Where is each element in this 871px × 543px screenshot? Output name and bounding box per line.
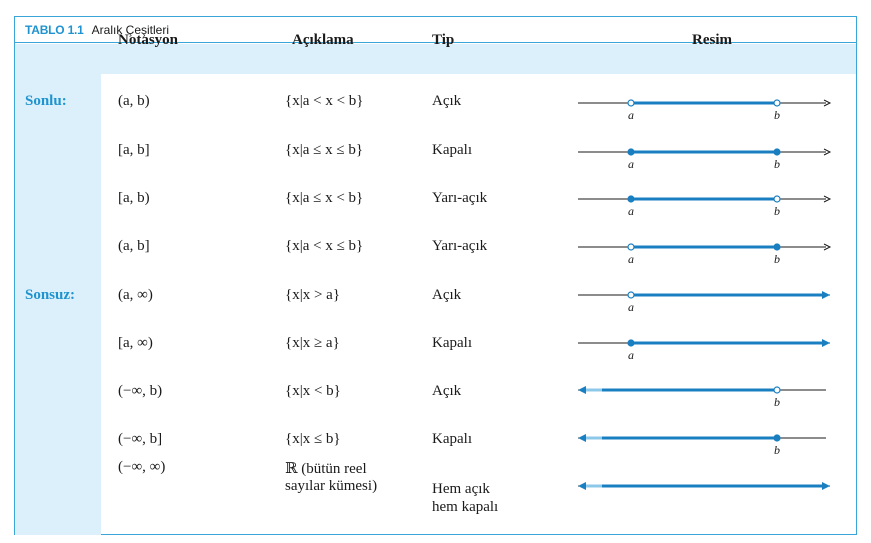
type-cell: Kapalı [432,142,472,158]
left-endpoint-label: a [628,348,634,362]
left-endpoint [627,99,635,107]
notation-cell: (−∞, b) [118,383,163,399]
right-endpoint [773,148,781,156]
left-endpoint [627,243,635,251]
left-endpoint [627,291,635,299]
description-cell: {x|x < b} [285,383,341,399]
left-infinity-arrow [578,434,586,442]
table-tag: TABLO 1.1 [25,23,84,37]
right-endpoint-label: b [774,108,780,122]
axis-arrow [823,99,832,107]
axis-arrow [823,195,832,203]
notation-cell: [a, b) [118,190,150,206]
type-cell: Yarı-açık [432,190,488,206]
description-cell: {x|x > a} [285,287,341,303]
type-cell: Kapalı [432,431,472,447]
description-cell: {x|a ≤ x ≤ b} [285,142,364,158]
axis-arrow [823,243,832,251]
right-endpoint-label: b [774,204,780,218]
right-endpoint-label: b [774,395,780,409]
right-endpoint [773,434,781,442]
table-caption: TABLO 1.1 Aralık Çeşitleri [15,17,856,43]
right-endpoint [773,99,781,107]
right-endpoint [773,195,781,203]
left-endpoint-label: a [628,108,634,122]
right-endpoint-label: b [774,443,780,457]
description-cell-line1: ℝ (bütün reel [285,461,367,477]
header-description: Açıklama [292,32,354,48]
left-infinity-arrow [578,482,586,490]
type-cell: Yarı-açık [432,238,488,254]
right-infinity-arrow [822,482,830,490]
axis-arrow [823,148,832,156]
notation-cell: (−∞, b] [118,431,163,447]
right-infinity-arrow [822,291,830,299]
right-endpoint [773,243,781,251]
header-row [101,44,856,74]
left-endpoint [627,195,635,203]
right-endpoint-label: b [774,157,780,171]
description-cell: {x|a < x ≤ b} [285,238,364,254]
interval-table: TABLO 1.1 Aralık Çeşitleri [14,16,857,535]
left-endpoint-label: a [628,252,634,266]
type-cell: Açık [432,93,462,109]
left-endpoint-label: a [628,157,634,171]
right-infinity-arrow [822,339,830,347]
description-cell: {x|x ≤ b} [285,431,341,447]
notation-cell: (a, ∞) [118,287,153,303]
left-infinity-arrow [578,386,586,394]
description-cell: {x|a ≤ x < b} [285,190,364,206]
notation-cell: [a, ∞) [118,335,153,351]
description-cell-line2: sayılar kümesi) [285,478,378,494]
type-cell: Açık [432,383,462,399]
description-cell: {x|a < x < b} [285,93,364,109]
notation-cell: [a, b] [118,142,150,158]
table-title: Aralık Çeşitleri [91,23,170,37]
left-endpoint [627,339,635,347]
notation-cell: (a, b] [118,238,150,254]
type-cell: Kapalı [432,335,472,351]
left-endpoint-label: a [628,300,634,314]
type-cell: Açık [432,287,462,303]
header-notation: Notasyon [118,32,179,48]
group-infinite: Sonsuz: [25,287,76,303]
group-finite: Sonlu: [25,93,67,109]
description-cell: {x|x ≥ a} [285,335,340,351]
group-column [15,44,101,535]
header-picture: Resim [692,32,732,48]
type-cell-line2: hem kapalı [432,499,499,515]
type-cell-line1: Hem açık [432,481,490,497]
notation-cell: (−∞, ∞) [118,459,166,475]
right-endpoint [773,386,781,394]
notation-cell: (a, b) [118,93,150,109]
header-type: Tip [432,32,455,48]
left-endpoint [627,148,635,156]
right-endpoint-label: b [774,252,780,266]
left-endpoint-label: a [628,204,634,218]
